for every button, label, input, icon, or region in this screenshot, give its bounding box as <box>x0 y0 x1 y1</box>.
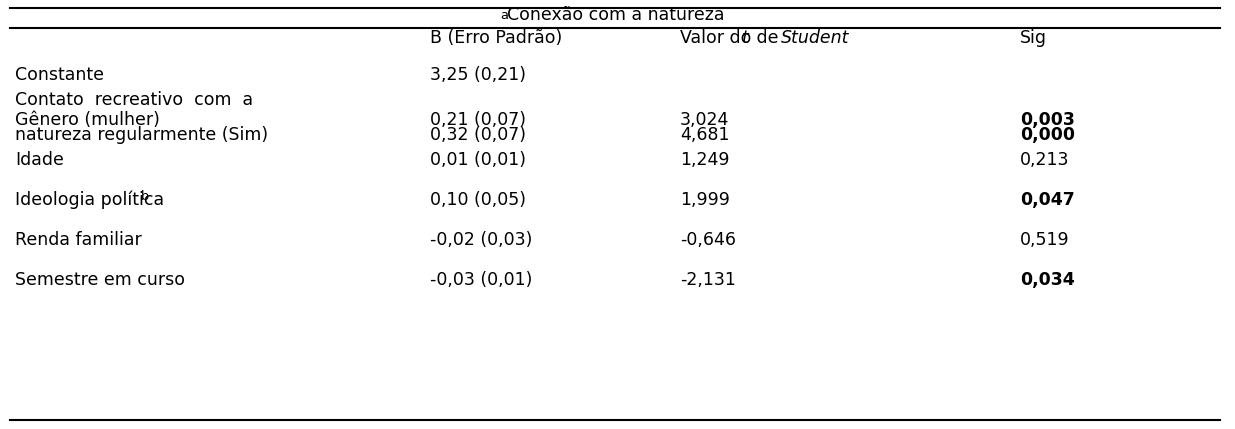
Text: natureza regularmente (Sim): natureza regularmente (Sim) <box>15 126 268 144</box>
Text: 0,10 (0,05): 0,10 (0,05) <box>430 191 526 209</box>
Text: Gênero (mulher): Gênero (mulher) <box>15 111 159 129</box>
Text: Idade: Idade <box>15 151 64 169</box>
Text: a: a <box>500 9 508 22</box>
Text: 0,003: 0,003 <box>1020 111 1074 129</box>
Text: 1,249: 1,249 <box>680 151 730 169</box>
Text: 4,681: 4,681 <box>680 126 730 144</box>
Text: Conexão com a natureza: Conexão com a natureza <box>508 6 725 24</box>
Text: B (Erro Padrão): B (Erro Padrão) <box>430 29 562 47</box>
Text: 3,25 (0,21): 3,25 (0,21) <box>430 66 526 84</box>
Text: 0,000: 0,000 <box>1020 126 1074 144</box>
Text: Constante: Constante <box>15 66 104 84</box>
Text: b: b <box>141 190 149 203</box>
Text: Student: Student <box>781 29 850 47</box>
Text: 0,01 (0,01): 0,01 (0,01) <box>430 151 526 169</box>
Text: Valor do: Valor do <box>680 29 757 47</box>
Text: 0,519: 0,519 <box>1020 231 1070 249</box>
Text: Renda familiar: Renda familiar <box>15 231 142 249</box>
Text: 0,034: 0,034 <box>1020 271 1074 289</box>
Text: -2,131: -2,131 <box>680 271 736 289</box>
Text: t: t <box>742 29 748 47</box>
Text: Ideologia política: Ideologia política <box>15 190 164 209</box>
Text: -0,02 (0,03): -0,02 (0,03) <box>430 231 532 249</box>
Text: 0,32 (0,07): 0,32 (0,07) <box>430 126 526 144</box>
Text: 3,024: 3,024 <box>680 111 730 129</box>
Text: -0,646: -0,646 <box>680 231 736 249</box>
Text: 0,047: 0,047 <box>1020 191 1074 209</box>
Text: -0,03 (0,01): -0,03 (0,01) <box>430 271 532 289</box>
Text: 1,999: 1,999 <box>680 191 730 209</box>
Text: 0,213: 0,213 <box>1020 151 1070 169</box>
Text: 0,21 (0,07): 0,21 (0,07) <box>430 111 526 129</box>
Text: de: de <box>751 29 784 47</box>
Text: Semestre em curso: Semestre em curso <box>15 271 185 289</box>
Text: Contato  recreativo  com  a: Contato recreativo com a <box>15 91 253 109</box>
Text: Sig: Sig <box>1020 29 1047 47</box>
